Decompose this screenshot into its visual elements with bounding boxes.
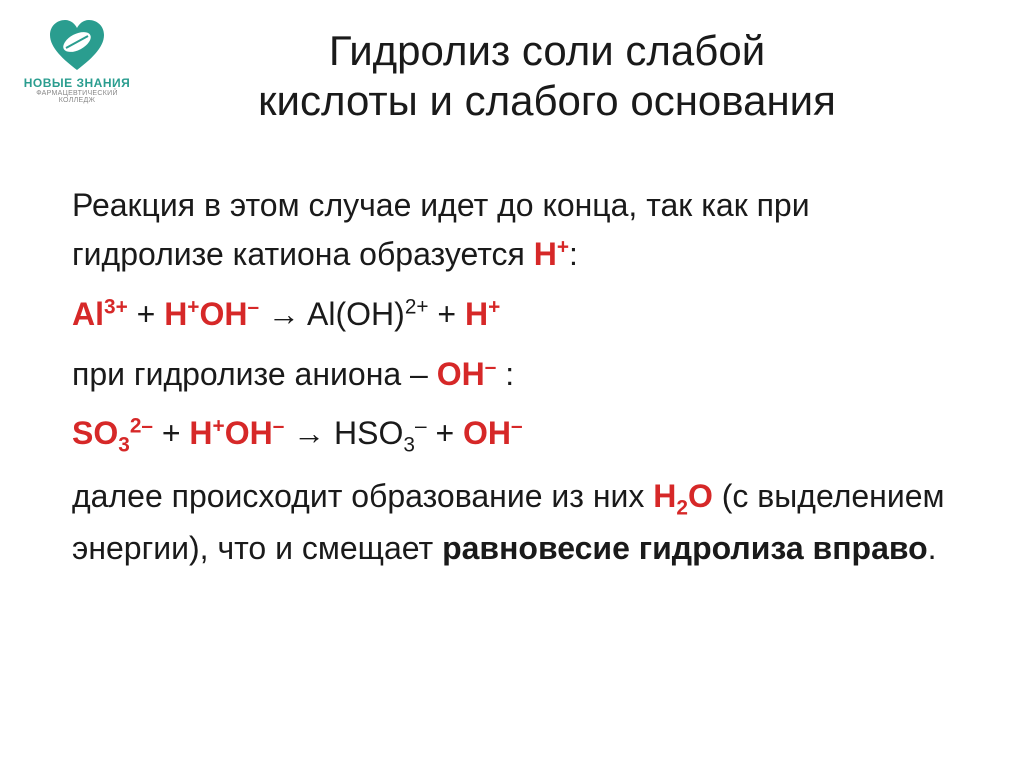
minus-charge: – [485, 355, 497, 378]
h2o-h: H [653, 478, 676, 514]
equation-1: Al3+ + H+OH– → Al(OH)2+ + H+ [72, 290, 962, 340]
oh-ion: OH– [199, 296, 259, 332]
logo-subtitle: ФАРМАЦЕВТИЧЕСКИЙ КОЛЛЕДЖ [22, 90, 132, 104]
oh-sym2: OH [437, 356, 485, 392]
h-ion-2: H+ [465, 296, 500, 332]
colon: : [569, 236, 578, 272]
oh4-sym: OH [463, 415, 511, 451]
slide-body: Реакция в этом случае идет до конца, так… [0, 127, 1024, 574]
p1-text: Реакция в этом случае идет до конца, так… [72, 187, 810, 273]
so3-sym: SO [72, 415, 118, 451]
al-charge: 3+ [104, 295, 128, 318]
so3-chg: 2– [130, 415, 153, 438]
colon2: : [496, 356, 514, 392]
h-sym: H [164, 296, 187, 332]
aloh: Al(OH)2+ [307, 296, 428, 332]
h3-sym: H [189, 415, 212, 451]
aloh-sym: Al(OH) [307, 296, 405, 332]
arrow-2: → [284, 415, 334, 451]
paragraph-2: при гидролизе аниона – OH– : [72, 350, 962, 400]
so3-ion: SO32– [72, 415, 153, 451]
logo-title: НОВЫЕ ЗНАНИЯ [22, 76, 132, 90]
p3-bold: равновесие гидролиза вправо [442, 530, 928, 566]
h2o-sub: 2 [676, 496, 688, 519]
hso3: HSO3– [334, 415, 427, 451]
p3-text-a: далее происходит образование из них [72, 478, 653, 514]
heart-pill-icon [46, 18, 108, 72]
plus-charge: + [557, 236, 569, 259]
arrow: → [259, 296, 307, 332]
oh-ion-label: OH– [437, 356, 497, 392]
h-plus-ion: H+ [534, 236, 569, 272]
h2o-o: O [688, 478, 713, 514]
oh3-chg: – [273, 415, 285, 438]
equation-2: SO32– + H+OH– → HSO3– + OH– [72, 409, 962, 462]
oh-ion-3: OH– [225, 415, 285, 451]
aloh-chg: 2+ [405, 295, 429, 318]
h2o: H2O [653, 478, 713, 514]
paragraph-3: далее происходит образование из них H2O … [72, 472, 962, 574]
plus-sign-4: + [427, 415, 463, 451]
plus-sign-3: + [153, 415, 189, 451]
title-line2: кислоты и слабого основания [258, 77, 836, 124]
hso3-chg: – [415, 415, 427, 438]
plus-sign-2: + [429, 296, 465, 332]
oh-ion-4: OH– [463, 415, 523, 451]
oh-sym: OH [199, 296, 247, 332]
oh4-chg: – [511, 415, 523, 438]
h-ion: H+ [164, 296, 199, 332]
logo: НОВЫЕ ЗНАНИЯ ФАРМАЦЕВТИЧЕСКИЙ КОЛЛЕДЖ [22, 18, 132, 104]
oh-chg: – [247, 295, 259, 318]
p3-dot: . [928, 530, 937, 566]
slide-title: Гидролиз соли слабой кислоты и слабого о… [0, 0, 1024, 127]
oh3-sym: OH [225, 415, 273, 451]
title-line1: Гидролиз соли слабой [329, 27, 765, 74]
h2-chg: + [488, 295, 500, 318]
h3-chg: + [213, 415, 225, 438]
h-chg: + [187, 295, 199, 318]
paragraph-1: Реакция в этом случае идет до конца, так… [72, 181, 962, 280]
al-symbol: Al [72, 296, 104, 332]
al-ion: Al3+ [72, 296, 128, 332]
h-ion-3: H+ [189, 415, 224, 451]
so3-sub: 3 [118, 434, 130, 457]
hso3-sub: 3 [403, 434, 415, 457]
p2-text: при гидролизе аниона – [72, 356, 437, 392]
hso3-sym: HSO [334, 415, 403, 451]
h2-sym: H [465, 296, 488, 332]
h-symbol: H [534, 236, 557, 272]
logo-text: НОВЫЕ ЗНАНИЯ ФАРМАЦЕВТИЧЕСКИЙ КОЛЛЕДЖ [22, 76, 132, 104]
plus-sign: + [128, 296, 164, 332]
